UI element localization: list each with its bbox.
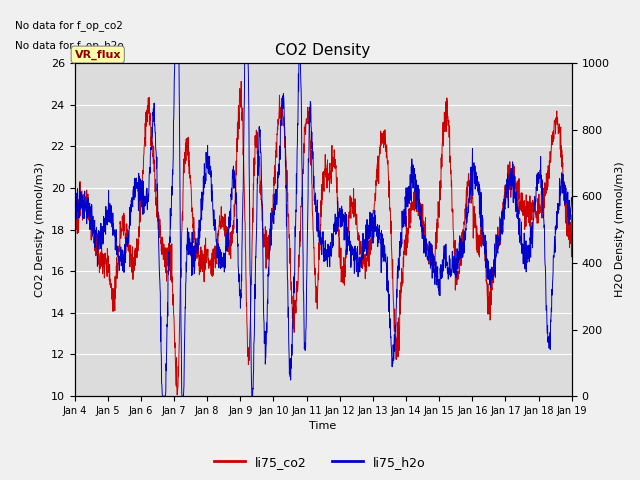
Y-axis label: CO2 Density (mmol/m3): CO2 Density (mmol/m3) xyxy=(35,162,45,297)
Text: No data for f_op_h2o: No data for f_op_h2o xyxy=(15,40,124,50)
Legend: li75_co2, li75_h2o: li75_co2, li75_h2o xyxy=(209,451,431,474)
Title: CO2 Density: CO2 Density xyxy=(275,43,371,58)
Y-axis label: H2O Density (mmol/m3): H2O Density (mmol/m3) xyxy=(615,162,625,298)
X-axis label: Time: Time xyxy=(310,421,337,432)
Text: No data for f_op_co2: No data for f_op_co2 xyxy=(15,20,123,31)
Text: VR_flux: VR_flux xyxy=(74,49,121,60)
